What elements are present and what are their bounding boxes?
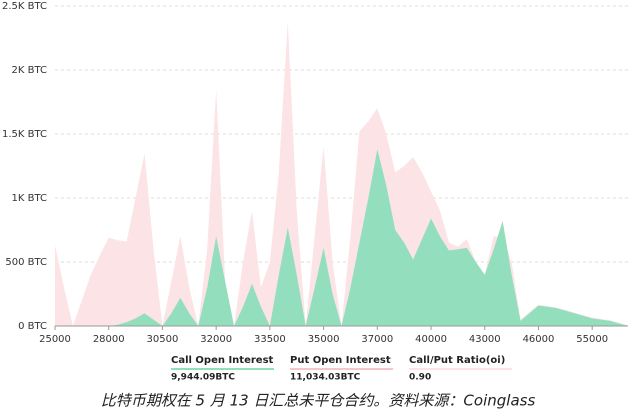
x-tick-label: 46000 [523,334,555,345]
legend-label: Put Open Interest [290,355,391,366]
y-tick-label: 0 BTC [18,321,47,332]
legend-value: 11,034.03BTC [290,373,361,383]
x-tick-label: 32000 [200,334,232,345]
area [55,149,628,326]
y-tick-label: 2.5K BTC [2,1,47,12]
x-tick-label: 43000 [469,334,501,345]
y-tick-label: 1K BTC [12,193,47,204]
legend-value: 9,944.09BTC [171,373,235,383]
y-tick-label: 500 BTC [5,257,47,268]
x-tick-label: 33500 [254,334,286,345]
legend-value: 0.90 [409,373,431,383]
x-tick-label: 37000 [361,334,393,345]
x-tick-label: 30500 [147,334,179,345]
x-tick-label: 55000 [576,334,608,345]
x-tick-label: 25000 [39,334,71,345]
area [55,21,628,327]
x-tick-label: 40000 [415,334,447,345]
y-tick-label: 1.5K BTC [2,129,47,140]
legend-label: Call Open Interest [171,355,274,366]
x-tick-label: 35000 [308,334,340,345]
x-tick-label: 28000 [93,334,125,345]
y-tick-label: 2K BTC [12,65,47,76]
caption: 比特币期权在 5 月 13 日汇总未平仓合约。资料来源：Coinglass [101,392,536,410]
legend-label: Call/Put Ratio(oi) [409,355,505,366]
